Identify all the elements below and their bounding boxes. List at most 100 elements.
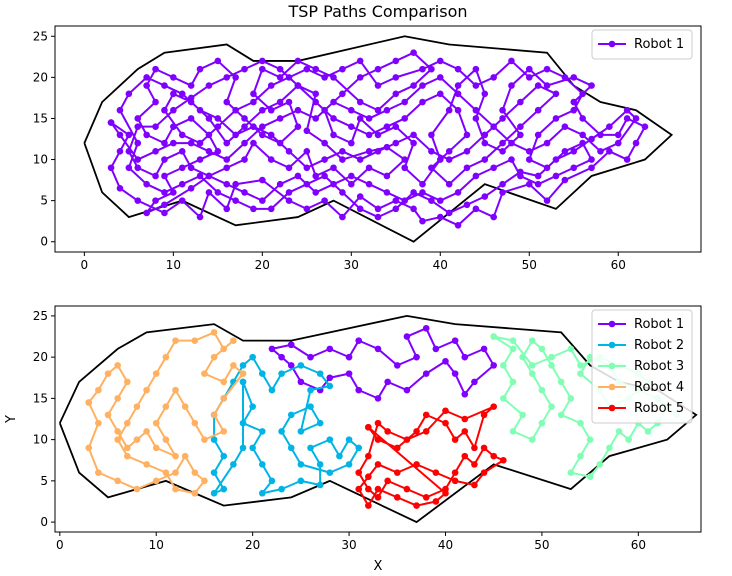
waypoint-marker [326,345,334,353]
x-tick-label: 40 [433,258,448,272]
waypoint-marker [267,106,275,114]
x-axis-label: X [374,559,383,574]
waypoint-marker [570,98,578,106]
waypoint-marker [490,403,498,410]
waypoint-marker [124,444,131,452]
waypoint-marker [383,189,391,196]
waypoint-marker [223,164,231,172]
waypoint-marker [383,143,391,151]
waypoint-marker [392,57,400,65]
waypoint-marker [588,164,595,172]
waypoint-marker [567,345,575,353]
waypoint-marker [393,469,401,476]
waypoint-marker [210,411,218,419]
waypoint-marker [596,461,604,468]
waypoint-marker [107,164,115,172]
waypoint-marker [543,164,551,172]
waypoint-marker [268,386,276,394]
waypoint-marker [432,469,440,476]
waypoint-marker [321,106,328,114]
waypoint-marker [519,411,526,419]
waypoint-marker [297,461,305,468]
waypoint-marker [481,193,489,200]
waypoint-marker [374,436,382,443]
waypoint-marker [161,106,168,114]
waypoint-marker [392,139,400,147]
waypoint-marker [534,180,542,188]
x-tick-label: 0 [56,538,64,552]
waypoint-marker [172,469,179,476]
waypoint-marker [196,156,204,163]
waypoint-marker [303,127,311,135]
waypoint-marker [499,180,506,188]
waypoint-marker [490,164,497,172]
waypoint-marker [403,333,411,340]
legend-marker [608,404,616,412]
waypoint-marker [428,65,435,73]
waypoint-marker [480,444,488,452]
waypoint-marker [307,353,314,361]
waypoint-marker [161,156,168,163]
waypoint-marker [577,419,584,427]
waypoint-marker [133,403,141,410]
waypoint-marker [258,489,266,497]
waypoint-marker [552,172,560,180]
waypoint-marker [143,386,150,394]
waypoint-marker [297,362,305,369]
waypoint-marker [461,428,469,435]
waypoint-marker [481,90,489,98]
waypoint-marker [509,428,517,435]
x-tick-label: 30 [344,258,359,272]
waypoint-marker [321,172,328,180]
waypoint-marker [312,172,320,180]
waypoint-marker [454,65,462,73]
waypoint-marker [419,217,426,225]
waypoint-marker [330,74,337,81]
waypoint-marker [436,197,444,204]
waypoint-marker [454,106,462,114]
waypoint-marker [312,115,320,122]
waypoint-marker [152,172,159,180]
waypoint-marker [250,205,257,213]
waypoint-marker [509,345,517,353]
y-tick-label: 15 [33,111,48,125]
waypoint-marker [567,395,575,402]
x-tick-label: 0 [81,258,89,272]
waypoint-marker [303,148,311,155]
waypoint-marker [606,444,613,452]
waypoint-marker [125,148,133,155]
waypoint-marker [133,436,141,443]
waypoint-marker [543,139,551,147]
waypoint-marker [365,502,372,509]
waypoint-marker [205,115,213,122]
waypoint-marker [525,156,533,163]
waypoint-marker [356,205,364,213]
waypoint-marker [170,74,177,81]
waypoint-marker [232,74,239,81]
waypoint-marker [276,139,284,147]
waypoint-marker [348,172,355,180]
waypoint-marker [196,106,204,114]
waypoint-marker [410,189,417,196]
waypoint-marker [241,65,248,73]
waypoint-marker [480,469,488,476]
waypoint-marker [330,164,337,172]
waypoint-marker [606,123,613,130]
waypoint-marker [307,386,314,394]
waypoint-marker [326,374,334,382]
waypoint-marker [517,168,524,176]
waypoint-marker [463,164,471,172]
waypoint-marker [116,131,124,139]
legend-label: Robot 4 [634,380,684,395]
top-chart: TSP Paths Comparison 0 10 20 30 40 50 60 0 5 10 15 2… [33,2,702,272]
waypoint-marker [471,461,478,468]
waypoint-marker [365,115,373,122]
waypoint-marker [278,370,285,377]
waypoint-marker [214,189,222,196]
waypoint-marker [561,123,569,130]
waypoint-marker [268,345,276,353]
waypoint-marker [210,469,218,476]
waypoint-marker [393,494,401,501]
waypoint-marker [374,419,382,427]
